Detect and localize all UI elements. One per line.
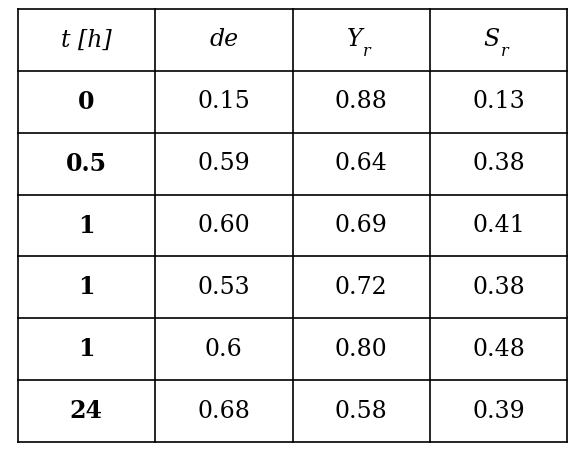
Text: S: S xyxy=(484,28,500,51)
Text: 1: 1 xyxy=(78,213,95,238)
Text: 0.13: 0.13 xyxy=(472,90,525,113)
Text: 0.68: 0.68 xyxy=(197,400,250,423)
Text: 0.64: 0.64 xyxy=(335,152,388,175)
Text: 0.5: 0.5 xyxy=(66,152,107,175)
Text: r: r xyxy=(363,43,371,60)
Text: 0.58: 0.58 xyxy=(335,400,388,423)
Text: 24: 24 xyxy=(70,399,103,423)
Text: r: r xyxy=(501,43,508,60)
Text: 0.60: 0.60 xyxy=(197,214,250,237)
Text: 0.38: 0.38 xyxy=(472,152,525,175)
Text: t [h]: t [h] xyxy=(61,28,112,51)
Text: 0.72: 0.72 xyxy=(335,276,388,299)
Text: 1: 1 xyxy=(78,337,95,361)
Text: 0.53: 0.53 xyxy=(198,276,250,299)
Text: 0.88: 0.88 xyxy=(335,90,388,113)
Text: 0.48: 0.48 xyxy=(472,338,525,361)
Text: 0.39: 0.39 xyxy=(472,400,525,423)
Text: 0.41: 0.41 xyxy=(472,214,525,237)
Text: de: de xyxy=(209,28,238,51)
Text: 0.80: 0.80 xyxy=(335,338,388,361)
Text: 0.15: 0.15 xyxy=(197,90,250,113)
Text: 0.59: 0.59 xyxy=(197,152,250,175)
Text: 1: 1 xyxy=(78,276,95,299)
Text: 0.69: 0.69 xyxy=(335,214,388,237)
Text: 0.6: 0.6 xyxy=(205,338,243,361)
Text: Y: Y xyxy=(346,28,362,51)
Text: 0.38: 0.38 xyxy=(472,276,525,299)
Text: 0: 0 xyxy=(78,90,95,114)
